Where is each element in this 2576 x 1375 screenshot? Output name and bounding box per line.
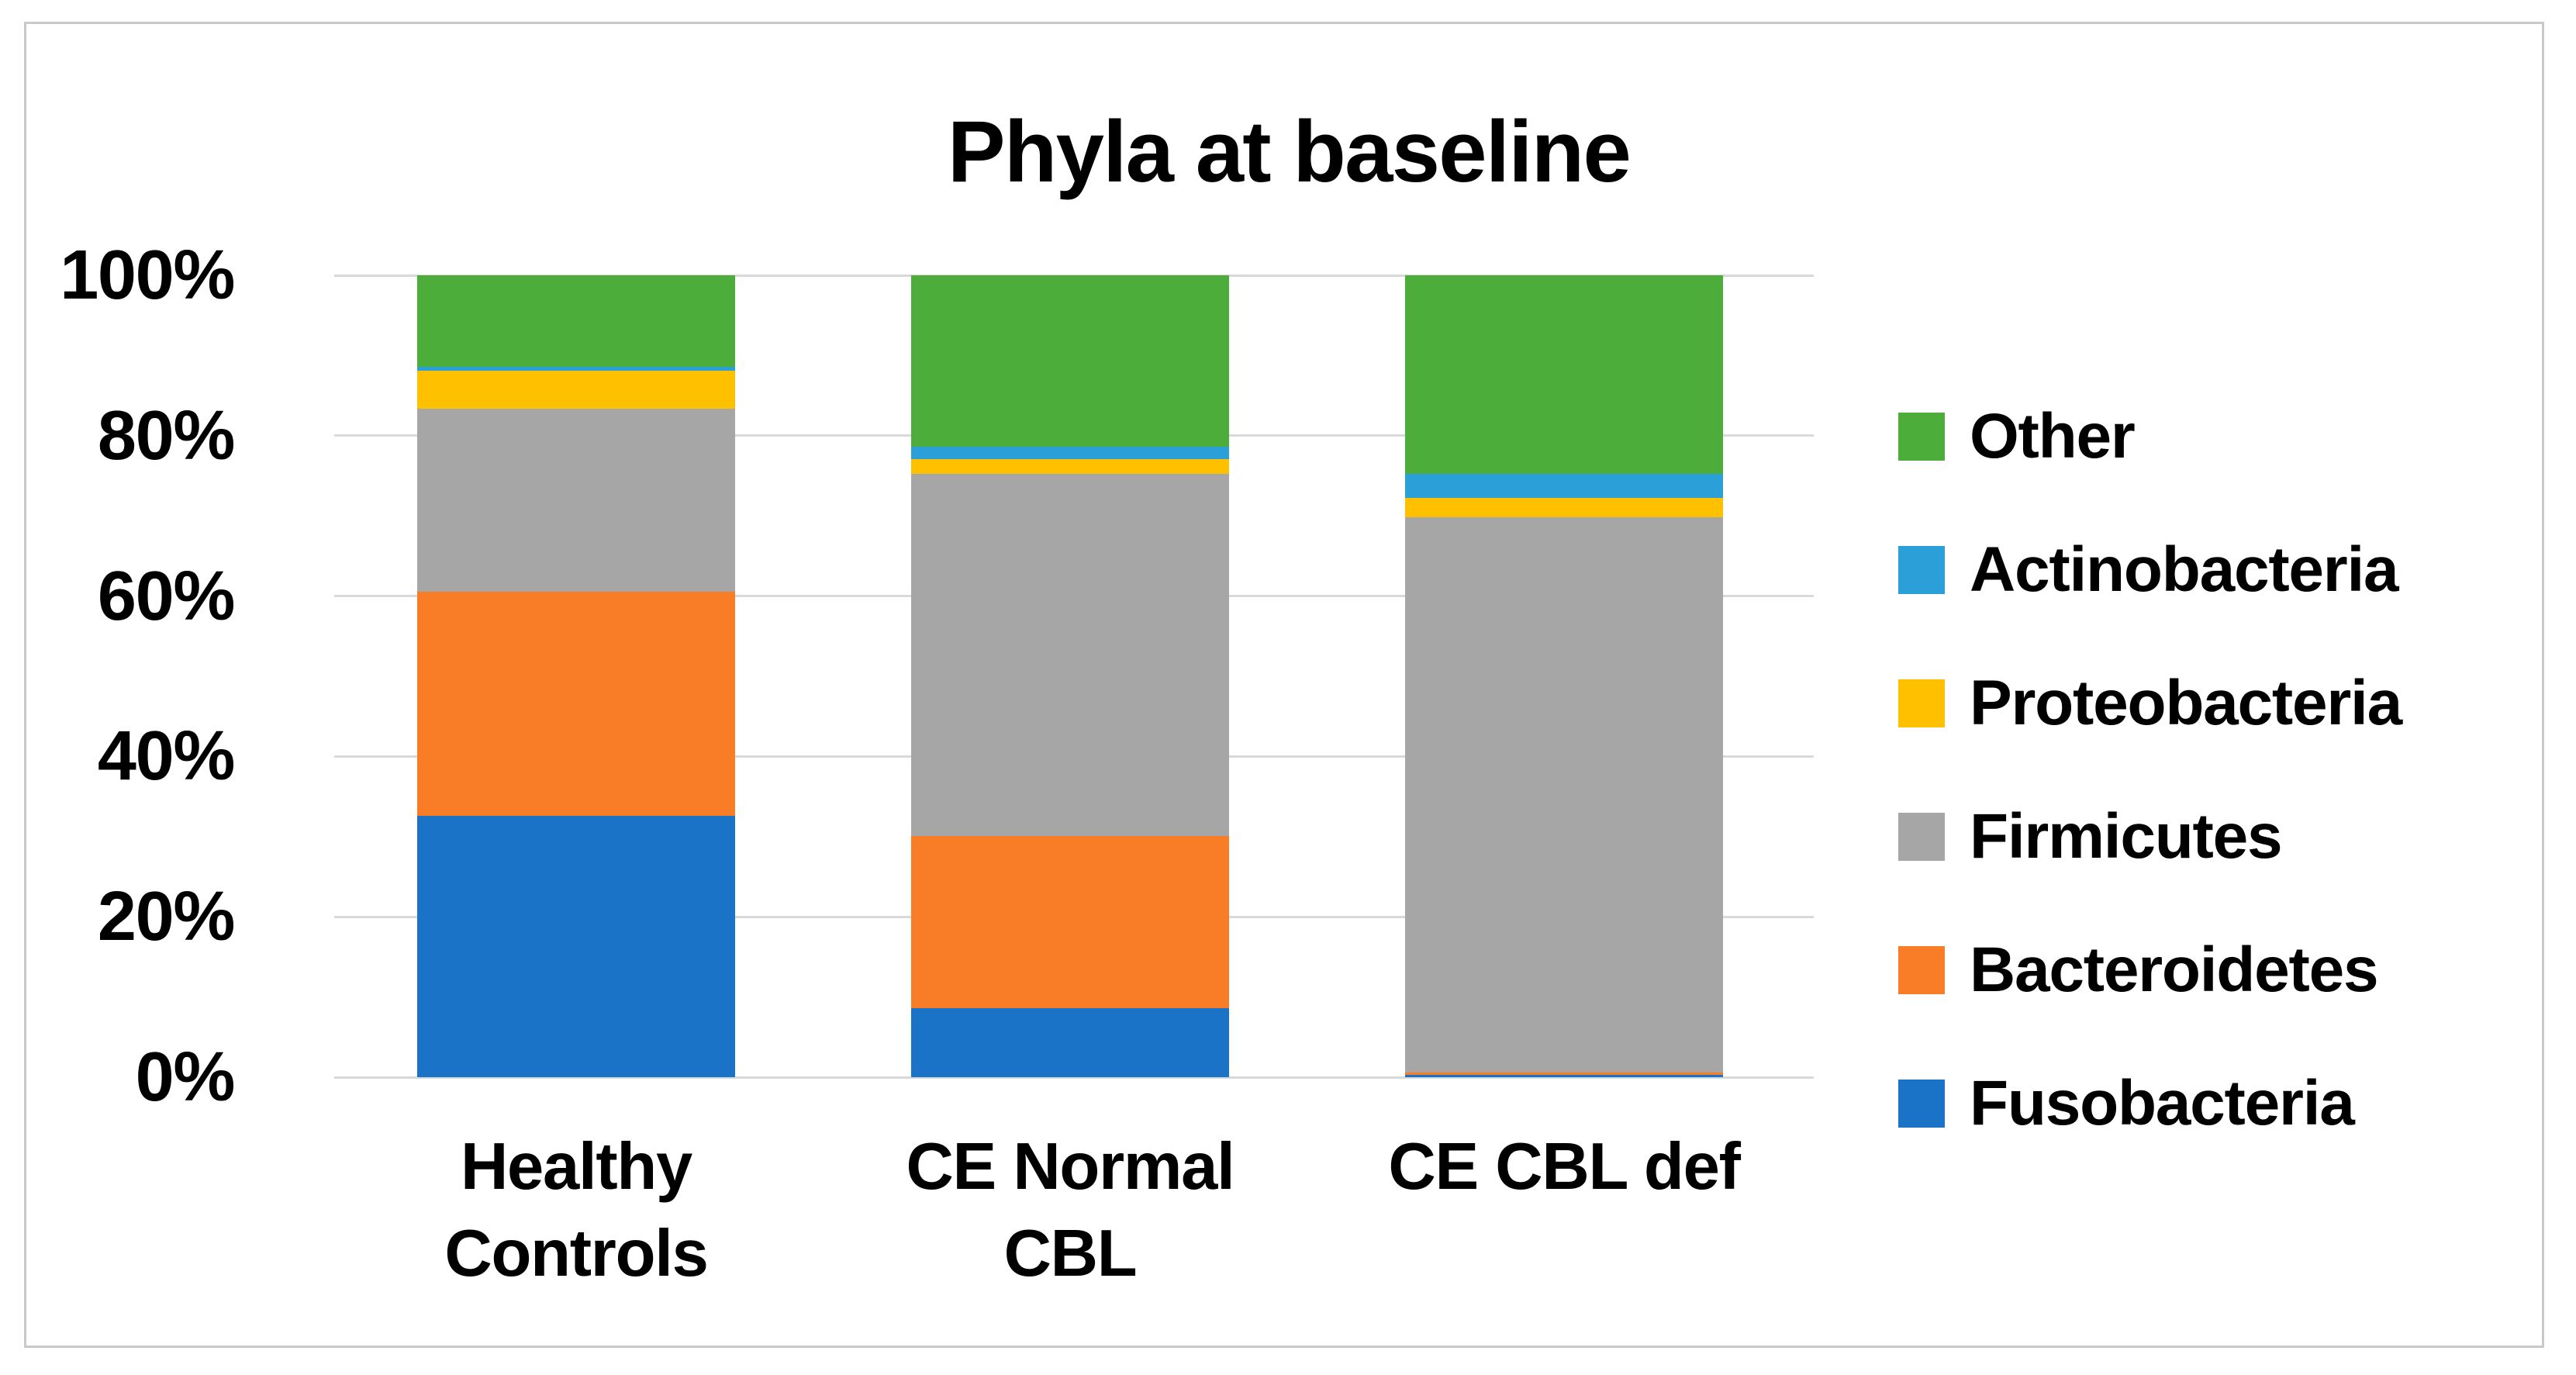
y-tick-label-40%: 40% (97, 717, 235, 796)
bar-segment-proteobacteria-3 (1405, 498, 1723, 518)
y-tick-label-0%: 0% (135, 1038, 236, 1116)
x-axis-label-3: CE CBL def (1388, 1130, 1740, 1204)
bar-segment-bacteroidetes-1 (417, 592, 735, 816)
y-tick-label-100%: 100% (60, 237, 235, 314)
bar-segment-bacteroidetes-3 (1405, 1072, 1723, 1075)
legend-item-other: Other (1898, 399, 2402, 474)
legend-label-actinobacteria: Actinobacteria (1970, 534, 2399, 605)
legend-item-proteobacteria: Proteobacteria (1898, 666, 2402, 741)
legend-label-fusobacteria: Fusobacteria (1970, 1068, 2355, 1138)
chart-frame: Phyla at baseline 0% 20% 40% 60% 80% 100% Hea… (24, 22, 2544, 1348)
legend-item-bacteroidetes: Bacteroidetes (1898, 933, 2402, 1007)
legend-item-actinobacteria: Actinobacteria (1898, 533, 2402, 607)
y-tick-label-20%: 20% (97, 878, 235, 956)
bar-segment-bacteroidetes-2 (911, 835, 1229, 1009)
legend-label-other: Other (1970, 401, 2136, 472)
bar-segment-actinobacteria-2 (911, 447, 1229, 459)
bar-segment-actinobacteria-3 (1405, 474, 1723, 499)
bar-segment-other-3 (1405, 275, 1723, 475)
bar-segment-other-1 (417, 275, 735, 367)
legend-swatch-fusobacteria (1898, 1080, 1945, 1128)
bar-segment-firmicutes-2 (911, 474, 1229, 836)
legend-swatch-proteobacteria (1898, 679, 1945, 727)
legend-swatch-bacteroidetes (1898, 946, 1945, 994)
legend-swatch-actinobacteria (1898, 546, 1945, 594)
legend-swatch-firmicutes (1898, 813, 1945, 861)
bar-segment-firmicutes-1 (417, 408, 735, 592)
legend: Other Actinobacteria Proteobacteria Firmicu… (1898, 399, 2402, 1141)
x-axis-label-1: Healthy Controls (444, 1130, 709, 1290)
x-axis-label-2: CE Normal CBL (906, 1130, 1234, 1290)
plot-area (334, 274, 1814, 1079)
legend-item-fusobacteria: Fusobacteria (1898, 1066, 2402, 1141)
bar-segment-proteobacteria-1 (417, 371, 735, 409)
legend-swatch-other (1898, 413, 1945, 461)
bar-segment-fusobacteria-1 (417, 815, 735, 1077)
legend-label-bacteroidetes: Bacteroidetes (1970, 935, 2379, 1005)
chart-title: Phyla at baseline (947, 103, 1632, 200)
bar-segment-other-2 (911, 275, 1229, 447)
gridline-0% (334, 1076, 1814, 1079)
y-tick-label-60%: 60% (97, 557, 235, 635)
legend-item-firmicutes: Firmicutes (1898, 800, 2402, 874)
bar-segment-fusobacteria-2 (911, 1008, 1229, 1077)
legend-label-proteobacteria: Proteobacteria (1970, 668, 2402, 738)
legend-label-firmicutes: Firmicutes (1970, 801, 2283, 872)
bar-segment-fusobacteria-3 (1405, 1074, 1723, 1077)
bar-segment-firmicutes-3 (1405, 517, 1723, 1073)
bar-segment-proteobacteria-2 (911, 458, 1229, 475)
y-tick-label-80%: 80% (97, 396, 235, 475)
bar-segment-actinobacteria-1 (417, 366, 735, 371)
